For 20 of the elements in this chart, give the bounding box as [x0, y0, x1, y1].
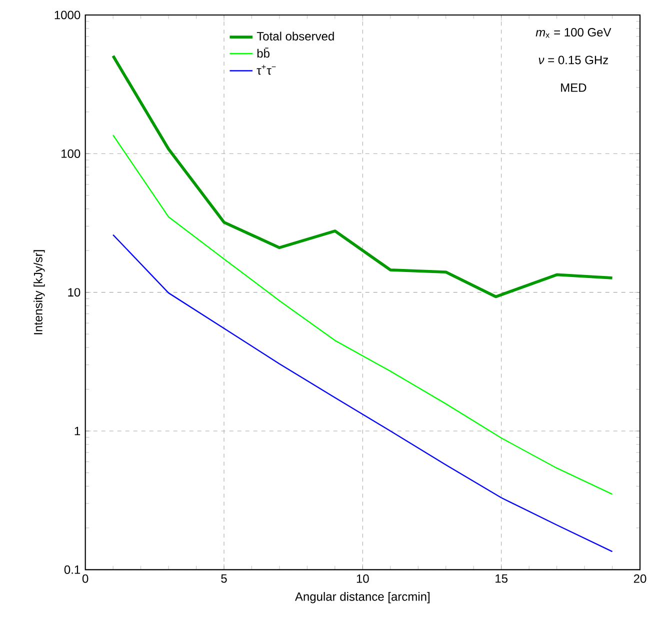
x-tick-label: 20 [634, 574, 646, 583]
x-tick-label: 5 [221, 574, 227, 583]
y-axis-title: Intensity [kJy/sr] [34, 250, 45, 334]
line-series [112, 134, 613, 495]
y-tick-label: 1000 [54, 10, 80, 20]
x-tick-label: 15 [496, 574, 508, 583]
x-axis-title: Angular distance [arcmin] [294, 592, 430, 604]
annotation: ν = 0.15 GHz [538, 56, 608, 64]
legend-label: τ$^{+}$τ$^{−}$ [256, 64, 276, 75]
annotation: m$_{x}$ = 100 GeV [536, 28, 612, 38]
legend-label: Total observed [256, 32, 334, 41]
line-series [112, 234, 613, 552]
annotation: MED [561, 83, 586, 92]
y-tick-label: 10 [68, 288, 80, 297]
x-tick-label: 10 [356, 574, 369, 583]
y-tick-label: 0.1 [64, 565, 80, 574]
x-tick-label: 0 [82, 574, 88, 583]
y-tick-label: 1 [74, 426, 80, 436]
y-tick-label: 100 [62, 149, 80, 158]
legend-label: bb̄ [257, 48, 270, 58]
